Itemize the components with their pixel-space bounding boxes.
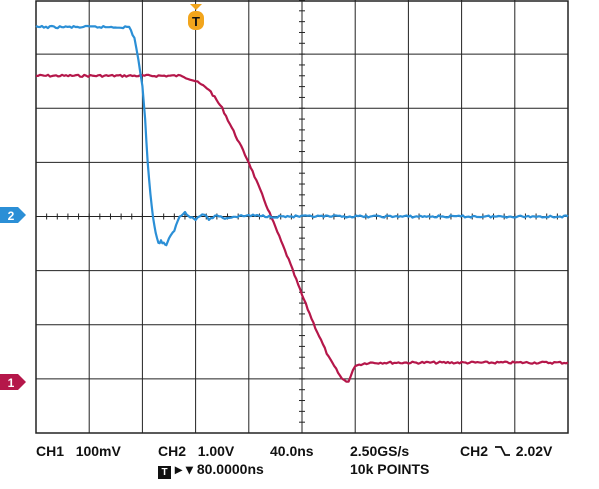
ch1-marker-label: 1: [8, 376, 15, 390]
ch2-scale: 1.00V: [197, 443, 235, 459]
ch2-waveform: [35, 24, 569, 247]
timebase-readout: 40.0ns: [270, 443, 314, 459]
trigger-source: CH2: [460, 443, 489, 459]
ch2-marker-label: 2: [8, 209, 15, 223]
trigger-position-value: ▸ ▾ 80.0000ns: [175, 461, 264, 477]
ch2-label: CH2: [158, 443, 187, 459]
trigger-marker[interactable]: T: [188, 4, 204, 30]
ch1-label: CH1: [36, 443, 65, 459]
sample-rate-readout: 2.50GS/s: [350, 443, 410, 459]
ch1-scale: 100mV: [75, 443, 121, 459]
trigger-readout: CH2 2.02V: [460, 443, 552, 459]
waveform-traces: [35, 24, 569, 383]
ch1-readout: CH1 100mV: [36, 443, 121, 459]
record-length-readout: 10k POINTS: [350, 461, 430, 477]
trigger-position-icon: T: [158, 466, 171, 479]
falling-edge-icon: [494, 446, 510, 456]
trigger-marker-label: T: [192, 14, 200, 29]
ch2-readout: CH2 1.00V: [158, 443, 234, 459]
trigger-position-readout: T ▸ ▾ 80.0000ns: [158, 461, 264, 479]
ch1-waveform: [35, 73, 569, 383]
ch1-marker[interactable]: 1: [0, 374, 26, 390]
ch2-marker[interactable]: 2: [0, 207, 26, 223]
trigger-level: 2.02V: [515, 443, 553, 459]
